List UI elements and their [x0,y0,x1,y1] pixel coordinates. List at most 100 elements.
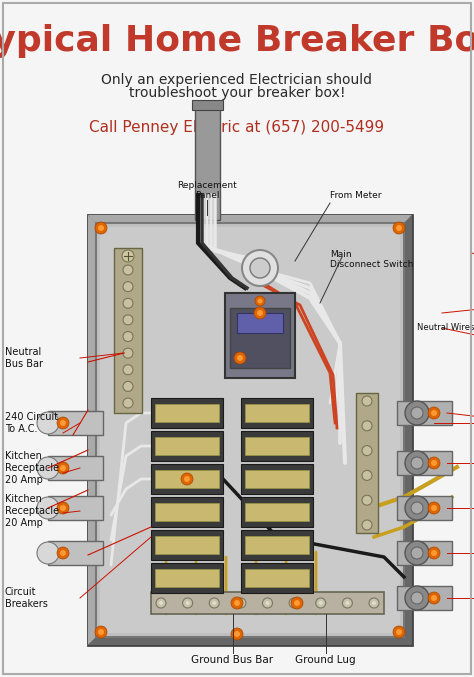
Bar [230,308,290,368]
Circle shape [231,628,243,640]
Circle shape [181,473,193,485]
Circle shape [186,601,190,605]
Circle shape [263,598,273,608]
Bar [397,451,452,475]
Bar [245,536,309,554]
Circle shape [123,315,133,325]
Circle shape [405,451,429,475]
Circle shape [431,410,437,416]
Text: From Meter: From Meter [330,191,382,200]
Bar [151,497,223,527]
Bar [356,393,378,533]
Bar [397,496,452,520]
Bar [151,398,223,428]
Circle shape [159,601,163,605]
Text: Call Penney Electric at (657) 200-5499: Call Penney Electric at (657) 200-5499 [90,120,384,135]
Circle shape [362,421,372,431]
Bar [241,398,313,428]
Circle shape [237,355,243,361]
Circle shape [98,629,104,635]
Polygon shape [88,215,412,645]
Bar [397,586,452,610]
Bar [151,563,223,593]
Circle shape [411,592,423,604]
Circle shape [428,592,440,604]
Circle shape [396,225,402,231]
Bar [241,464,313,494]
Circle shape [60,420,66,426]
Text: Ground Bus Bar: Ground Bus Bar [191,655,273,665]
Circle shape [316,598,326,608]
Bar [155,569,219,587]
Bar [245,470,309,488]
Text: Circuit
Breakers: Circuit Breakers [5,587,48,609]
Circle shape [60,505,66,511]
Circle shape [57,502,69,514]
Circle shape [37,497,59,519]
Circle shape [393,222,405,234]
Bar [397,541,452,565]
Circle shape [123,332,133,341]
Circle shape [95,626,107,638]
Bar [155,437,219,455]
Bar [114,248,142,413]
Circle shape [184,476,190,482]
Circle shape [242,250,278,286]
Circle shape [292,601,296,605]
Bar [100,227,400,633]
Circle shape [182,598,192,608]
Bar [195,106,220,220]
Circle shape [37,412,59,434]
Circle shape [156,598,166,608]
Circle shape [411,407,423,419]
Circle shape [362,445,372,456]
Circle shape [428,547,440,559]
Circle shape [236,598,246,608]
Circle shape [37,542,59,564]
Text: Kitchen
Receptacle
20 Amp: Kitchen Receptacle 20 Amp [5,494,59,527]
Bar [245,503,309,521]
Bar [241,497,313,527]
Circle shape [123,265,133,275]
Circle shape [123,282,133,292]
Circle shape [362,520,372,530]
Circle shape [369,598,379,608]
Circle shape [289,598,299,608]
Circle shape [342,598,352,608]
Circle shape [255,296,265,306]
Circle shape [98,225,104,231]
Circle shape [428,502,440,514]
Bar [241,563,313,593]
Bar [155,503,219,521]
Polygon shape [88,637,412,645]
Circle shape [346,601,349,605]
Text: Neutral Wires: Neutral Wires [417,324,474,332]
Bar [225,293,295,378]
Circle shape [57,462,69,474]
Circle shape [431,595,437,601]
Circle shape [239,601,243,605]
Bar [48,411,103,435]
Polygon shape [404,215,412,645]
Circle shape [362,396,372,406]
Circle shape [234,352,246,364]
Polygon shape [88,215,96,645]
Circle shape [431,505,437,511]
Circle shape [428,407,440,419]
Text: 240 Circuit
To A.C.: 240 Circuit To A.C. [5,412,58,434]
Bar [241,530,313,560]
Bar [237,313,283,333]
Circle shape [209,598,219,608]
Bar [48,456,103,480]
Polygon shape [88,215,412,223]
Circle shape [405,541,429,565]
Text: Typical Home Breaker Box: Typical Home Breaker Box [0,24,474,58]
Circle shape [231,597,243,609]
Circle shape [57,417,69,429]
Circle shape [37,457,59,479]
Bar [397,401,452,425]
Circle shape [123,299,133,308]
Circle shape [362,495,372,505]
Text: Neutral
Bus Bar: Neutral Bus Bar [5,347,43,369]
Bar [155,470,219,488]
